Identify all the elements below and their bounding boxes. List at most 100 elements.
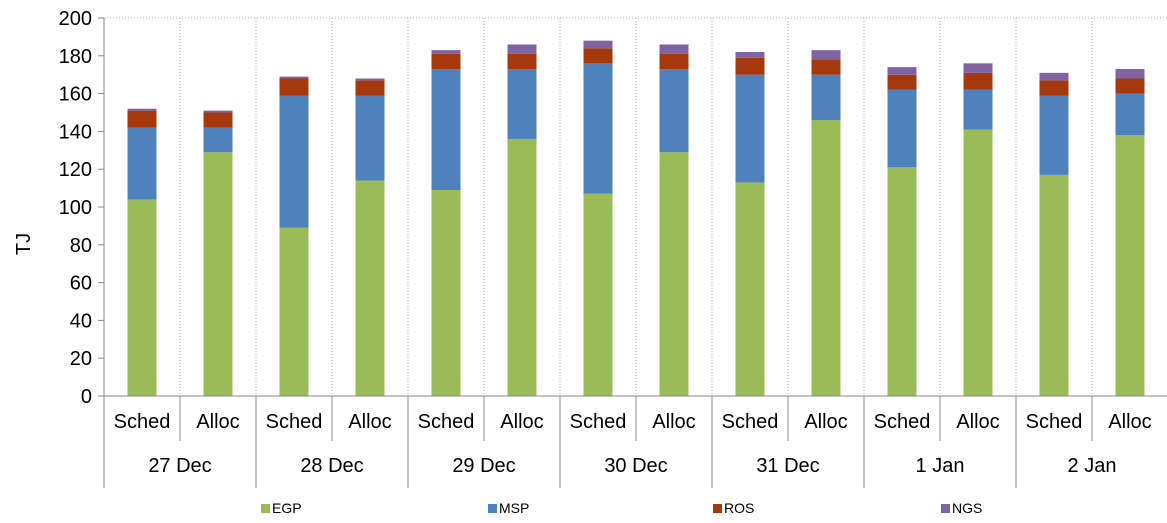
bars xyxy=(127,40,1145,396)
bar-segment-ngs xyxy=(431,50,461,54)
axes xyxy=(98,17,1167,488)
x-group-label: 31 Dec xyxy=(756,455,819,477)
legend-label-ros: ROS xyxy=(724,500,754,516)
y-tick-label: 120 xyxy=(59,159,92,181)
x-tick-label: Sched xyxy=(570,411,627,433)
bar-segment-ros xyxy=(963,72,993,90)
y-tick-label: 160 xyxy=(59,84,92,106)
bar-segment-ngs xyxy=(583,40,613,49)
y-tick-label: 80 xyxy=(70,235,92,257)
bar-segment-ros xyxy=(811,59,841,75)
bar-segment-ros xyxy=(127,110,157,128)
x-tick-label: Alloc xyxy=(500,411,543,433)
bar-segment-ngs xyxy=(735,52,765,58)
bar-segment-ngs xyxy=(127,108,157,111)
legend-label-egp: EGP xyxy=(272,500,302,516)
bar-segment-ros xyxy=(583,48,613,64)
y-tick-label: 100 xyxy=(59,197,92,219)
bar-segment-msp xyxy=(659,69,689,153)
x-tick-label: Alloc xyxy=(1108,411,1151,433)
legend-swatch-egp xyxy=(261,504,270,513)
y-tick-label: 200 xyxy=(59,8,92,30)
legend-label-msp: MSP xyxy=(499,500,529,516)
bar-segment-msp xyxy=(1115,93,1145,136)
bar-segment-egp xyxy=(431,189,461,396)
bar-segment-ros xyxy=(887,74,917,90)
y-tick-label: 40 xyxy=(70,310,92,332)
bar-segment-egp xyxy=(1115,135,1145,396)
legend: EGP MSP ROS NGS xyxy=(261,500,982,516)
x-group-label: 28 Dec xyxy=(300,455,363,477)
x-group-label: 1 Jan xyxy=(916,455,965,477)
bar-segment-egp xyxy=(963,129,993,396)
bar-segment-msp xyxy=(203,127,233,153)
bar-segment-msp xyxy=(355,95,385,181)
legend-swatch-msp xyxy=(488,504,497,513)
bar-segment-egp xyxy=(735,182,765,396)
bar-segment-ngs xyxy=(279,76,309,79)
axis-labels: 0 20 40 60 80 100 120 140 160 180 200 Sched Alloc Sch… xyxy=(59,8,1152,477)
bar-segment-msp xyxy=(811,74,841,121)
bar-segment-egp xyxy=(203,152,233,396)
x-tick-label: Sched xyxy=(266,411,323,433)
x-group-label: 29 Dec xyxy=(452,455,515,477)
bar-segment-msp xyxy=(127,127,157,200)
x-tick-label: Alloc xyxy=(956,411,999,433)
bar-segment-egp xyxy=(811,120,841,396)
legend-label-ngs: NGS xyxy=(952,500,982,516)
x-tick-label: Sched xyxy=(1026,411,1083,433)
bar-segment-ngs xyxy=(203,110,233,113)
bar-segment-msp xyxy=(431,69,461,190)
bar-segment-msp xyxy=(583,63,613,194)
bar-segment-ros xyxy=(659,53,689,70)
legend-swatch-ros xyxy=(713,504,722,513)
x-tick-label: Alloc xyxy=(804,411,847,433)
x-tick-label: Alloc xyxy=(652,411,695,433)
bar-segment-egp xyxy=(127,199,157,396)
legend-swatch-ngs xyxy=(941,504,950,513)
bar-segment-egp xyxy=(355,180,385,396)
bar-segment-egp xyxy=(659,152,689,396)
x-tick-label: Sched xyxy=(114,411,171,433)
bar-segment-ros xyxy=(355,80,385,96)
grid-lines xyxy=(104,17,1167,396)
x-group-label: 27 Dec xyxy=(148,455,211,477)
bar-segment-ngs xyxy=(1115,69,1145,79)
bar-segment-msp xyxy=(887,89,917,168)
x-tick-label: Alloc xyxy=(348,411,391,433)
y-tick-label: 0 xyxy=(81,386,92,408)
bar-segment-ngs xyxy=(355,78,385,81)
bar-segment-ros xyxy=(279,78,309,96)
bar-segment-ros xyxy=(431,53,461,70)
bar-segment-ngs xyxy=(887,67,917,75)
x-tick-label: Sched xyxy=(722,411,779,433)
bar-segment-ngs xyxy=(1039,72,1069,81)
bar-segment-ros xyxy=(1039,80,1069,96)
y-tick-label: 180 xyxy=(59,46,92,68)
bar-segment-ros xyxy=(203,112,233,128)
bar-segment-egp xyxy=(887,167,917,396)
y-tick-label: 60 xyxy=(70,273,92,295)
bar-segment-ros xyxy=(507,53,537,70)
x-tick-label: Alloc xyxy=(196,411,239,433)
bar-segment-ngs xyxy=(811,50,841,60)
y-tick-label: 20 xyxy=(70,348,92,370)
bar-segment-msp xyxy=(507,69,537,139)
bar-segment-egp xyxy=(583,193,613,396)
bar-segment-ros xyxy=(735,57,765,75)
bar-segment-ngs xyxy=(659,44,689,54)
bar-segment-msp xyxy=(735,74,765,183)
x-tick-label: Sched xyxy=(874,411,931,433)
bar-segment-ngs xyxy=(963,63,993,73)
x-group-label: 30 Dec xyxy=(604,455,667,477)
bar-segment-egp xyxy=(507,138,537,396)
x-group-label: 2 Jan xyxy=(1068,455,1117,477)
bar-segment-egp xyxy=(1039,174,1069,396)
bar-segment-ngs xyxy=(507,44,537,54)
bar-segment-egp xyxy=(279,227,309,396)
bar-segment-msp xyxy=(963,89,993,130)
bar-segment-msp xyxy=(279,95,309,228)
y-tick-label: 140 xyxy=(59,121,92,143)
x-tick-label: Sched xyxy=(418,411,475,433)
